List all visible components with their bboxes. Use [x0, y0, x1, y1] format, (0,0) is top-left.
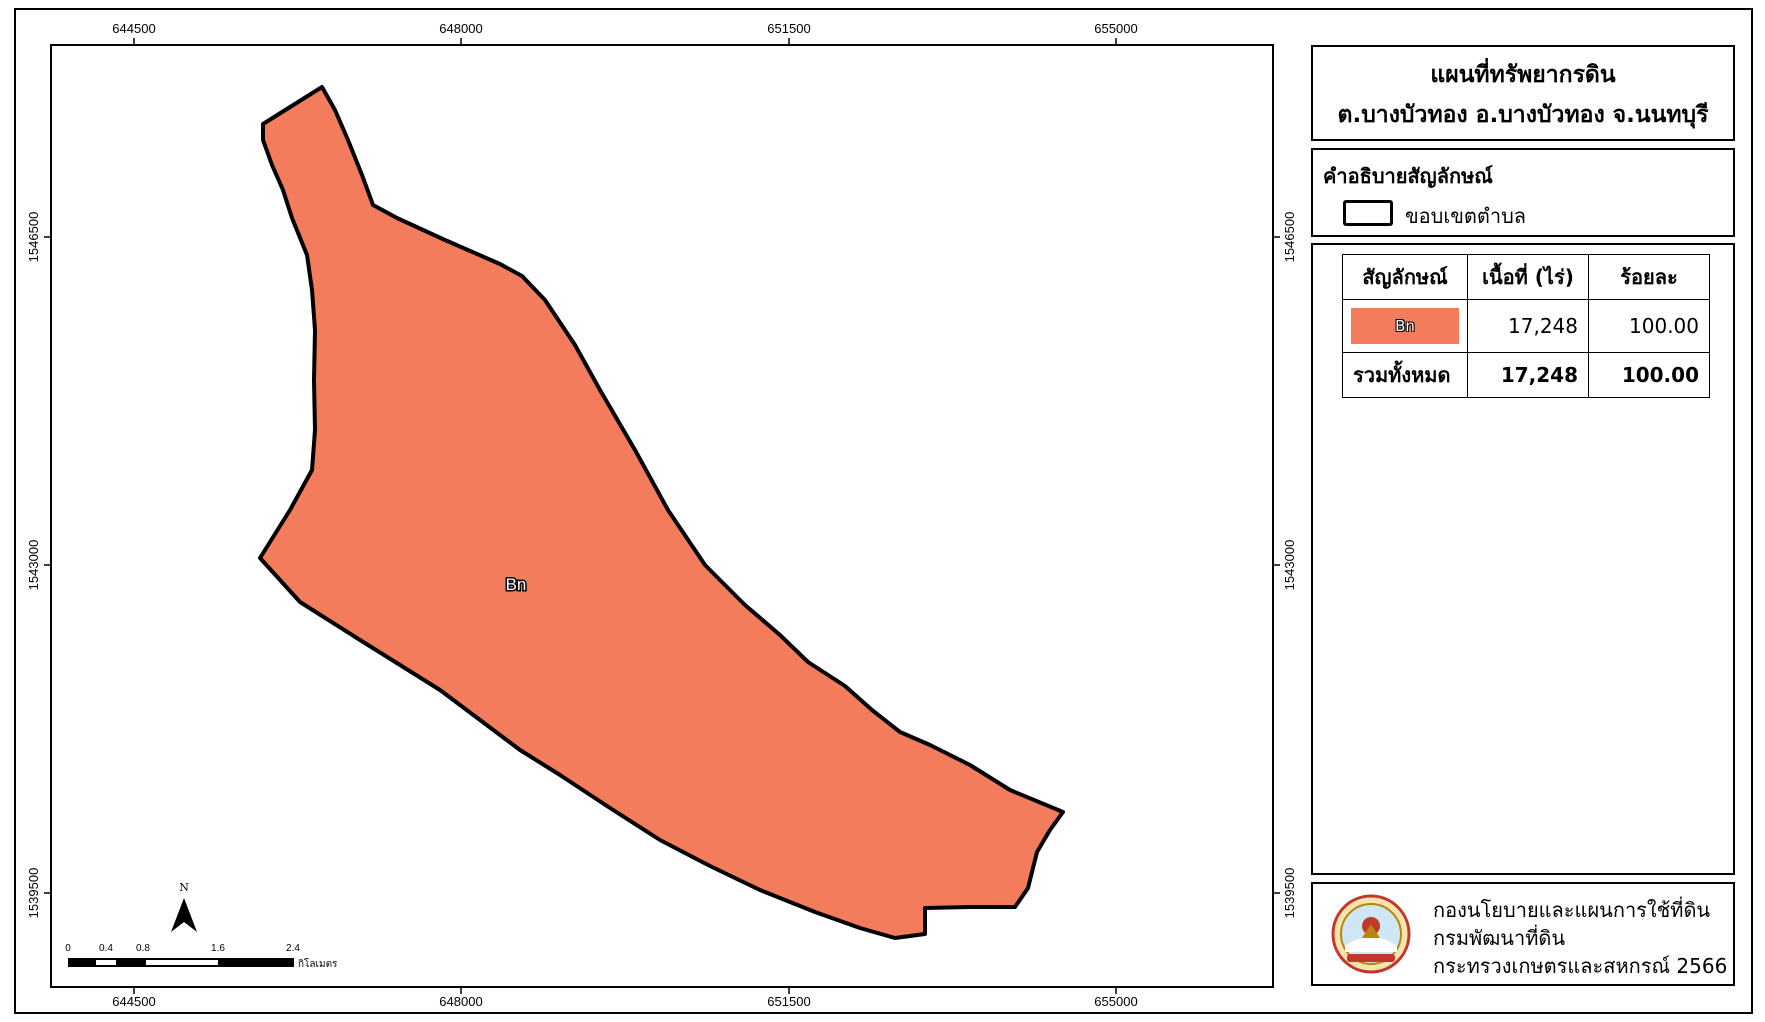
legend-heading: คำอธิบายสัญลักษณ์	[1323, 164, 1493, 188]
table-total-row: รวมทั้งหมด 17,248 100.00	[1342, 352, 1710, 398]
table-header-row: สัญลักษณ์ เนื้อที่ (ไร่) ร้อยละ	[1342, 254, 1710, 300]
y-tick-label: 1546500	[1282, 212, 1297, 263]
map-sheet-frame	[14, 8, 1753, 1014]
total-label: รวมทั้งหมด	[1342, 352, 1468, 398]
x-tick-label: 648000	[439, 994, 482, 1009]
north-arrow-icon: N	[171, 881, 197, 932]
credit-text: กองนโยบายและแผนการใช้ที่ดิน กรมพัฒนาที่ด…	[1433, 896, 1727, 980]
map-subtitle: ต.บางบัวทอง อ.บางบัวทอง จ.นนทบุรี	[1337, 102, 1709, 128]
area-cell: 17,248	[1467, 299, 1589, 353]
x-tick-label: 648000	[439, 21, 482, 36]
title-panel: แผนที่ทรัพยากรดิน ต.บางบัวทอง อ.บางบัวทอ…	[1311, 45, 1735, 141]
boundary-label: ขอบเขตตำบล	[1405, 204, 1527, 228]
y-tick-label: 1539500	[1282, 868, 1297, 919]
map-frame	[50, 44, 1274, 988]
symbol-cell: Bn	[1342, 299, 1468, 353]
x-tick-marks	[133, 38, 1117, 994]
y-tick-label: 1539500	[26, 868, 41, 919]
total-area: 17,248	[1467, 352, 1589, 398]
x-tick-label: 644500	[112, 21, 155, 36]
map-title: แผนที่ทรัพยากรดิน	[1430, 62, 1616, 88]
x-tick-label: 655000	[1094, 994, 1137, 1009]
scale-tick: 0.8	[136, 943, 150, 954]
scale-tick: 0.4	[99, 943, 113, 954]
x-tick-label: 651500	[767, 21, 810, 36]
scale-tick: 1.6	[211, 943, 225, 954]
header-symbol: สัญลักษณ์	[1342, 254, 1468, 300]
scale-unit: กิโลเมตร	[298, 957, 338, 970]
polygon-label: Bn	[506, 575, 527, 594]
credit-division: กองนโยบายและแผนการใช้ที่ดิน	[1433, 898, 1711, 922]
credit-department: กรมพัฒนาที่ดิน	[1433, 926, 1566, 950]
credit-ministry: กระทรวงเกษตรและสหกรณ์ 2566	[1433, 954, 1728, 978]
scale-bar: 0 0.4 0.8 1.6 2.4 กิโลเมตร	[65, 943, 338, 970]
scale-tick: 0	[65, 943, 71, 954]
table-row: Bn 17,248 100.00	[1342, 299, 1710, 353]
x-tick-label: 651500	[767, 994, 810, 1009]
y-tick-label: 1546500	[26, 212, 41, 263]
x-tick-label: 644500	[112, 994, 155, 1009]
percent-cell: 100.00	[1588, 299, 1710, 353]
boundary-swatch	[1343, 200, 1393, 226]
y-tick-marks	[44, 236, 1280, 894]
soil-polygon-bn[interactable]	[258, 85, 1065, 940]
y-tick-label: 1543000	[1282, 540, 1297, 591]
department-seal-icon	[1331, 894, 1411, 974]
soil-table-panel: สัญลักษณ์ เนื้อที่ (ไร่) ร้อยละ Bn 17,24…	[1311, 243, 1735, 875]
soil-table: สัญลักษณ์ เนื้อที่ (ไร่) ร้อยละ Bn 17,24…	[1342, 254, 1710, 398]
scale-tick: 2.4	[286, 943, 300, 954]
total-percent: 100.00	[1588, 352, 1710, 398]
header-area: เนื้อที่ (ไร่)	[1467, 254, 1589, 300]
credit-panel: กองนโยบายและแผนการใช้ที่ดิน กรมพัฒนาที่ด…	[1311, 882, 1735, 986]
header-percent: ร้อยละ	[1588, 254, 1710, 300]
soil-swatch: Bn	[1351, 308, 1459, 344]
legend-panel: คำอธิบายสัญลักษณ์ ขอบเขตตำบล	[1311, 148, 1735, 237]
y-tick-label: 1543000	[26, 540, 41, 591]
x-tick-label: 655000	[1094, 21, 1137, 36]
north-label: N	[179, 881, 189, 894]
